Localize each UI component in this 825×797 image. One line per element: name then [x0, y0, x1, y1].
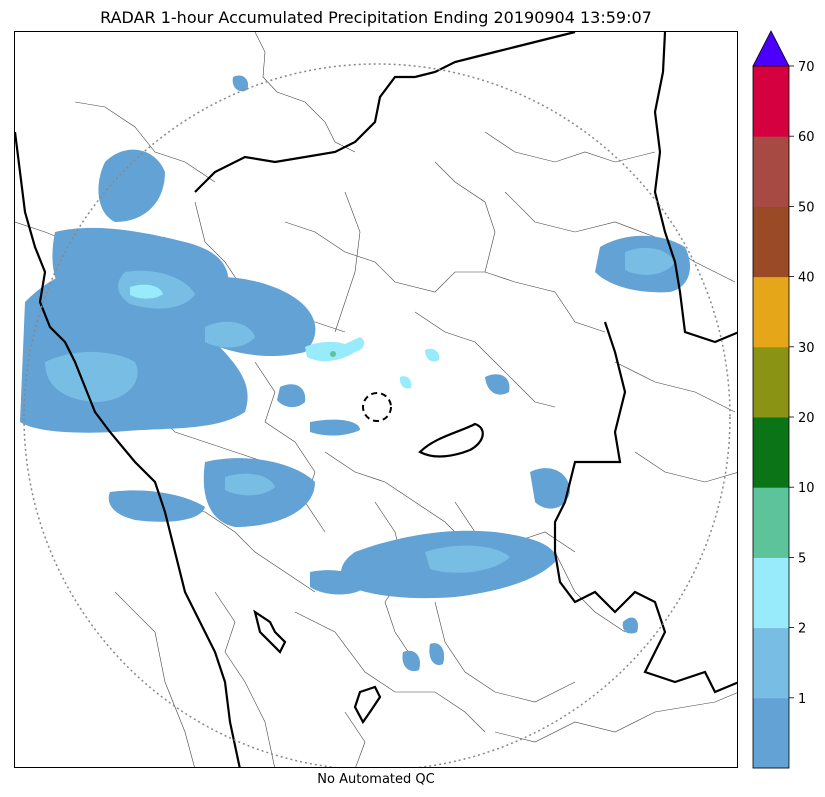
rain-core-east	[625, 247, 675, 275]
colorbar-bin	[753, 346, 789, 418]
colorbar-tick-label: 20	[798, 411, 815, 426]
colorbar-bins	[752, 65, 790, 769]
rain-core-west	[45, 351, 138, 402]
colorbar-bin	[753, 557, 789, 629]
colorbar-bin	[753, 276, 789, 348]
colorbar-bin	[753, 66, 789, 137]
rain-cell-southeast	[310, 570, 365, 595]
rain-core-north	[205, 321, 255, 348]
district-boundaries	[15, 32, 737, 767]
rain-cell-center-small	[277, 384, 306, 408]
rain-cell-far-northwest	[98, 149, 165, 222]
rain-peak-west	[130, 284, 163, 299]
colorbar-tick-label: 10	[798, 481, 815, 496]
state-borders	[15, 32, 737, 767]
rain-core-south	[425, 545, 510, 573]
colorbar-extend-triangle	[752, 30, 790, 67]
colorbar-tick-label: 70	[798, 60, 815, 75]
colorbar-tick-label: 5	[798, 551, 806, 566]
colorbar-bin	[753, 136, 789, 207]
rain-cell-east-south	[622, 617, 639, 634]
colorbar-tick-label: 40	[798, 271, 815, 286]
rain-cell-east-small	[530, 468, 570, 509]
rain-peak-center-east	[425, 348, 440, 362]
qc-note: No Automated QC	[317, 772, 435, 787]
colorbar-bin	[753, 417, 789, 488]
colorbar-bin	[753, 697, 789, 769]
precipitation-colorbar: 1 2 5 10 20 30 40 50 60 70	[752, 30, 815, 769]
rain-peak-center	[305, 337, 365, 362]
rain-cell-southwest	[108, 490, 205, 522]
colorbar-tick-label: 60	[798, 130, 815, 145]
colorbar-bin	[753, 627, 789, 699]
colorbar-bin	[753, 487, 789, 558]
rain-heavy-spot	[330, 351, 336, 357]
rain-cell-center-strip	[310, 419, 360, 436]
rain-cell-north-east-strip	[161, 276, 316, 357]
precipitation-field	[20, 75, 690, 672]
rain-cell-east-mid	[485, 374, 510, 395]
colorbar-tick-label: 2	[798, 622, 806, 637]
rain-cell-north	[232, 75, 249, 92]
radar-range-ring	[23, 63, 731, 767]
colorbar-ticks: 1 2 5 10 20 30 40 50 60 70	[789, 60, 815, 707]
radar-map[interactable]	[14, 31, 738, 768]
colorbar-tick-label: 50	[798, 200, 815, 215]
colorbar-tick-label: 30	[798, 341, 815, 356]
radar-site-marker	[362, 392, 392, 422]
rain-core-central	[225, 473, 275, 496]
colorbar-tick-label: 1	[798, 692, 806, 707]
map-title: RADAR 1-hour Accumulated Precipitation E…	[100, 8, 652, 27]
colorbar-bin	[753, 206, 789, 278]
rain-cell-southern-blobs	[402, 643, 445, 672]
rain-peak-center-ne	[399, 376, 412, 389]
